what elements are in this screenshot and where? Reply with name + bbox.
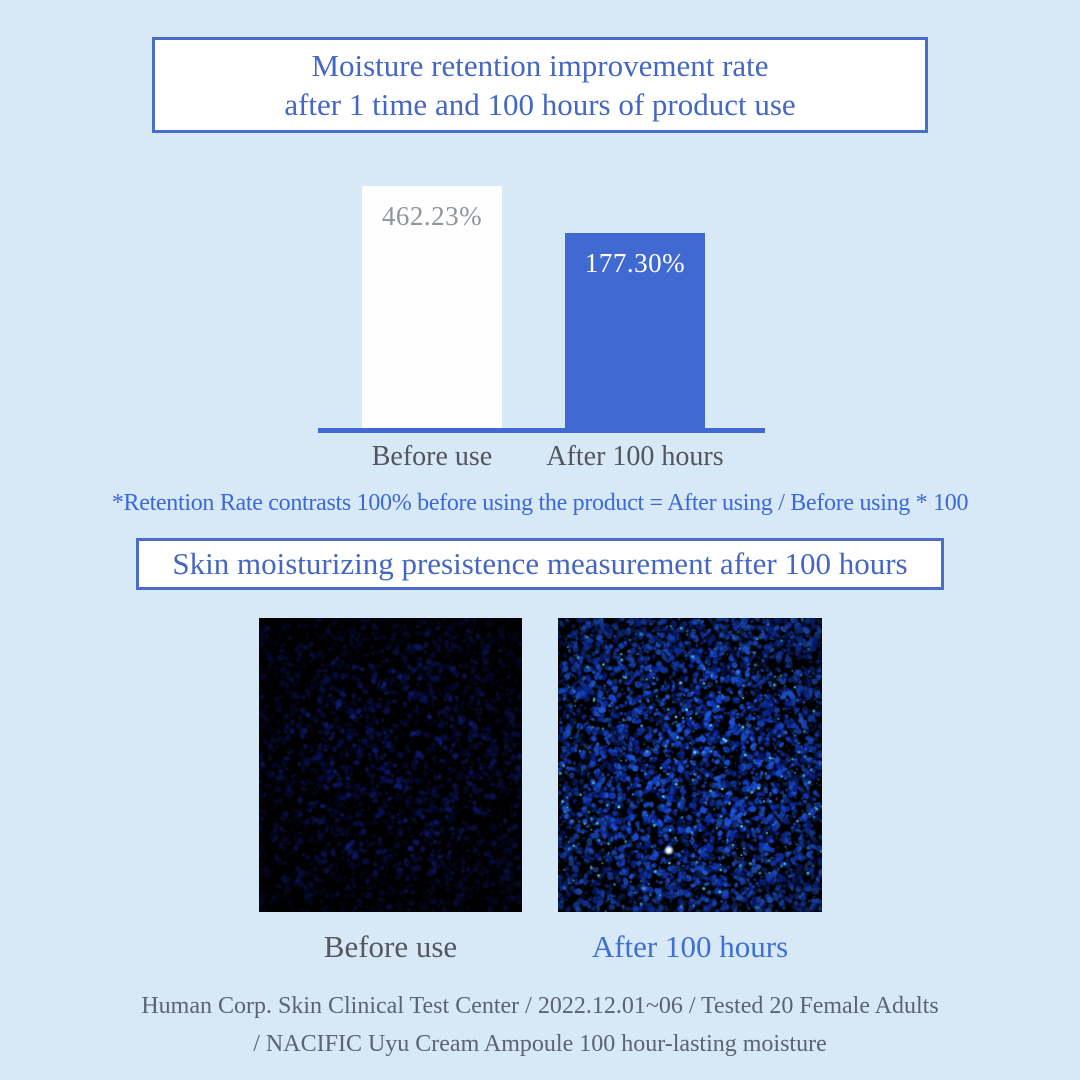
image-label-after: After 100 hours bbox=[591, 929, 789, 964]
image-label-before: Before use bbox=[323, 929, 458, 964]
footer-disclaimer: Human Corp. Skin Clinical Test Center / … bbox=[0, 987, 1080, 1063]
skin-micrograph-before-image bbox=[259, 618, 522, 912]
bar-value-before: 462.23% bbox=[381, 201, 483, 231]
category-label-after: After 100 hours bbox=[546, 441, 724, 472]
footer-line-2: / NACIFIC Uyu Cream Ampoule 100 hour-las… bbox=[253, 1031, 827, 1057]
title-line: Skin moisturizing presistence measuremen… bbox=[172, 546, 908, 581]
bar-chart: 462.23% 177.30% Before use After 100 hou… bbox=[0, 0, 1080, 480]
bar-value-after: 177.30% bbox=[584, 248, 686, 278]
title-line-1: Moisture retention improvement rate bbox=[311, 48, 769, 83]
chart-baseline bbox=[318, 428, 765, 433]
retention-rate-footnote: *Retention Rate contrasts 100% before us… bbox=[111, 490, 969, 516]
footer-line-1: Human Corp. Skin Clinical Test Center / … bbox=[141, 993, 939, 1019]
bar-before-use: 462.23% bbox=[362, 186, 502, 428]
title-line-2: after 1 time and 100 hours of product us… bbox=[284, 87, 796, 122]
bar-after-100-hours: 177.30% bbox=[565, 233, 705, 428]
category-label-before: Before use bbox=[371, 441, 493, 472]
skin-micrograph-after-image bbox=[558, 618, 822, 912]
title-box-retention-rate: Moisture retention improvement rate afte… bbox=[152, 37, 928, 133]
title-box-moisturizing-persistence: Skin moisturizing presistence measuremen… bbox=[136, 538, 944, 590]
